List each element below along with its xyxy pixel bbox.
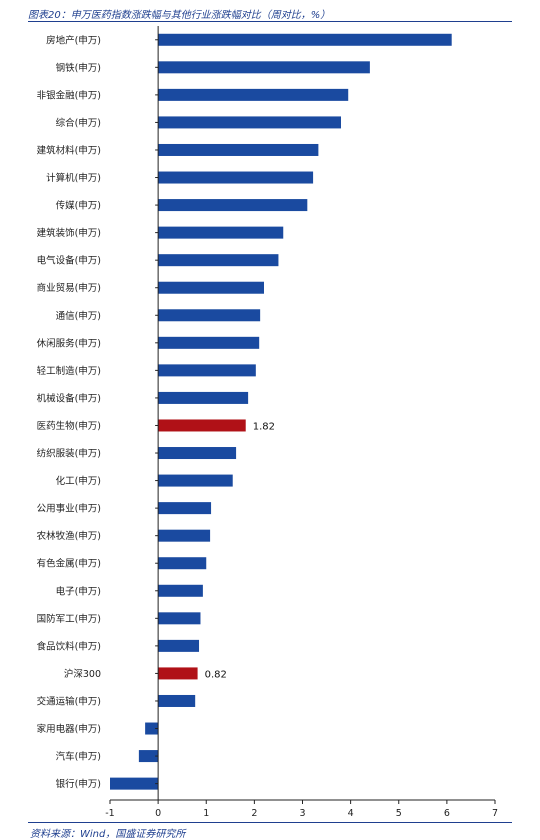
category-label: 食品饮料(申万) — [37, 640, 101, 652]
category-label: 建筑装饰(申万) — [37, 227, 101, 239]
x-tick-label: -1 — [105, 808, 114, 819]
bar-银行-申万 — [110, 777, 159, 790]
source-divider — [28, 822, 512, 823]
x-tick-label: 7 — [492, 808, 498, 819]
bar-医药生物-申万 — [158, 419, 246, 432]
bar-建筑装饰-申万 — [158, 226, 284, 239]
bar-商业贸易-申万 — [158, 281, 264, 294]
category-label: 钢铁(申万) — [56, 62, 101, 74]
bar-轻工制造-申万 — [158, 364, 256, 377]
category-label: 国防军工(申万) — [37, 613, 101, 625]
category-label: 建筑材料(申万) — [37, 144, 101, 156]
category-label: 农林牧渔(申万) — [37, 530, 101, 542]
bar-农林牧渔-申万 — [158, 529, 211, 542]
bar-电子-申万 — [158, 584, 203, 597]
category-label: 家用电器(申万) — [37, 723, 101, 735]
bar-食品饮料-申万 — [158, 639, 200, 652]
bar-休闲服务-申万 — [158, 336, 260, 349]
bar-交通运输-申万 — [158, 694, 196, 707]
category-label: 公用事业(申万) — [37, 503, 101, 515]
title-divider — [28, 21, 512, 22]
bar-非银金融-申万 — [158, 88, 349, 101]
category-label: 有色金属(申万) — [37, 558, 101, 570]
bar-有色金属-申万 — [158, 557, 207, 570]
bar-通信-申万 — [158, 309, 261, 322]
bar-汽车-申万 — [138, 750, 159, 763]
category-label: 通信(申万) — [56, 310, 101, 322]
bar-建筑材料-申万 — [158, 143, 319, 156]
category-label: 沪深300 — [64, 668, 101, 680]
category-label: 非银金融(申万) — [37, 89, 101, 101]
category-label: 银行(申万) — [56, 778, 101, 790]
category-label: 电气设备(申万) — [37, 255, 101, 267]
bar-机械设备-申万 — [158, 391, 249, 404]
category-label: 休闲服务(申万) — [37, 337, 101, 349]
bar-国防军工-申万 — [158, 612, 201, 625]
category-label: 机械设备(申万) — [37, 392, 101, 404]
bar-公用事业-申万 — [158, 502, 212, 515]
x-tick-label: 0 — [155, 808, 161, 819]
data-label: 0.82 — [205, 669, 227, 680]
category-label: 综合(申万) — [56, 117, 101, 129]
bar-纺织服装-申万 — [158, 447, 237, 460]
category-label: 商业贸易(申万) — [37, 282, 101, 294]
category-label: 电子(申万) — [56, 585, 101, 597]
category-label: 传媒(申万) — [56, 200, 101, 212]
x-tick-label: 4 — [348, 808, 354, 819]
bar-家用电器-申万 — [145, 722, 159, 735]
category-label: 交通运输(申万) — [37, 695, 101, 707]
bar-房地产-申万 — [158, 33, 452, 46]
bar-沪深300 — [158, 667, 198, 680]
bar-传媒-申万 — [158, 199, 308, 212]
bar-计算机-申万 — [158, 171, 314, 184]
bar-综合-申万 — [158, 116, 341, 129]
x-tick-label: 1 — [203, 808, 209, 819]
chart-title: 图表20：申万医药指数涨跌幅与其他行业涨跌幅对比（周对比，%） — [28, 10, 331, 21]
category-label: 轻工制造(申万) — [37, 365, 101, 377]
x-tick-label: 5 — [396, 808, 402, 819]
category-label: 化工(申万) — [56, 475, 101, 487]
category-label: 计算机(申万) — [46, 172, 101, 184]
category-label: 汽车(申万) — [56, 751, 101, 763]
data-label: 1.82 — [253, 421, 275, 432]
x-tick-label: 3 — [299, 808, 305, 819]
bar-钢铁-申万 — [158, 61, 370, 74]
bar-化工-申万 — [158, 474, 233, 487]
category-label: 纺织服装(申万) — [37, 448, 101, 460]
category-label: 医药生物(申万) — [37, 420, 101, 432]
bar-电气设备-申万 — [158, 254, 279, 267]
category-label: 房地产(申万) — [46, 34, 101, 46]
source-note: 资料来源：Wind，国盛证券研究所 — [30, 829, 186, 840]
x-tick-label: 2 — [251, 808, 257, 819]
x-tick-label: 6 — [444, 808, 450, 819]
